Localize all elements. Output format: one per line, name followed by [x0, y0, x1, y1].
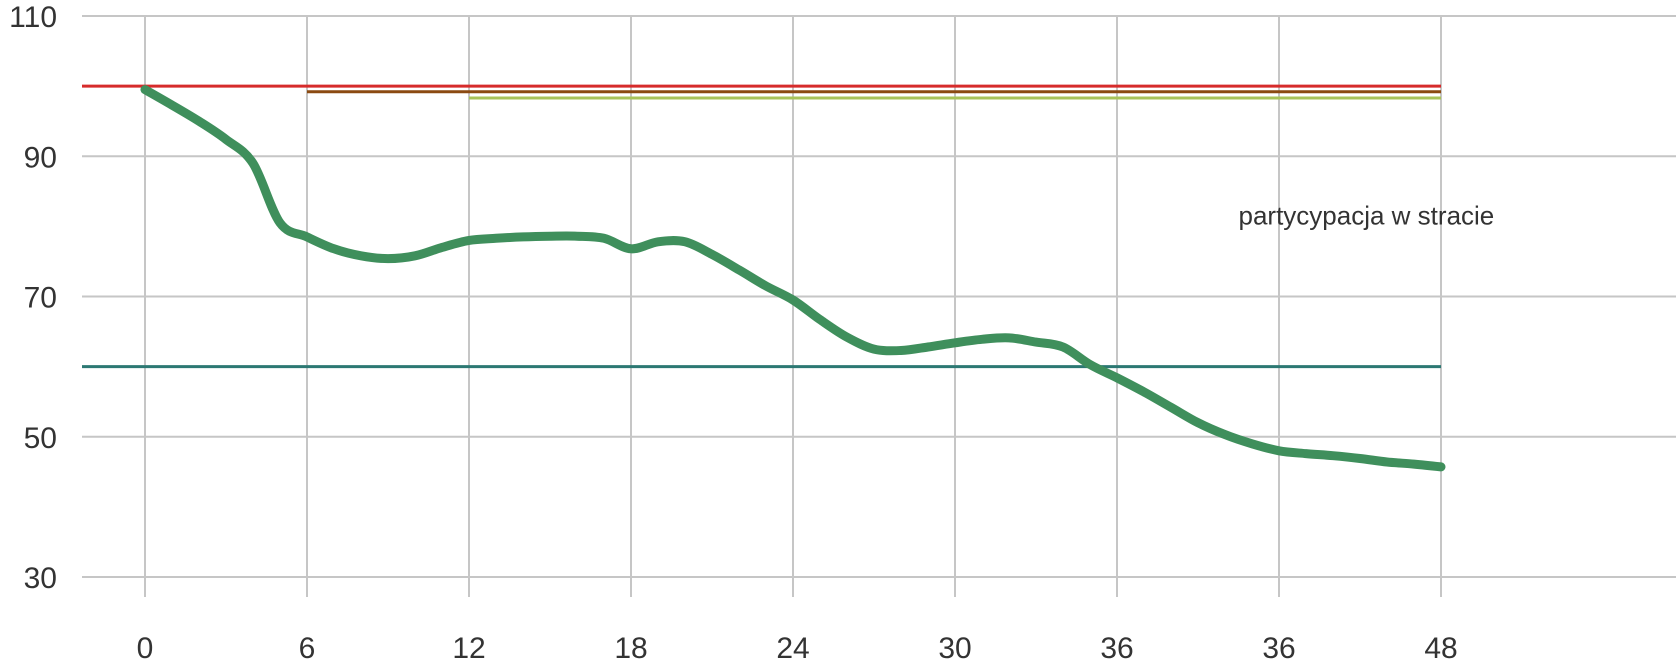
x-tick-label: 36	[1100, 632, 1133, 659]
y-axis-ticks: 30 50 70 90 110	[9, 1, 57, 595]
x-tick-label: 18	[614, 632, 647, 659]
series-line-0	[140, 85, 1446, 472]
series	[140, 85, 1446, 472]
reference-lines	[82, 84, 1441, 369]
y-tick-label: 50	[24, 422, 57, 455]
annotations: partycypacja w stracie	[1239, 200, 1495, 230]
x-tick-label: 12	[452, 632, 485, 659]
x-tick-label: 48	[1424, 632, 1457, 659]
y-tick-label: 70	[24, 282, 57, 315]
y-tick-label: 90	[24, 141, 57, 174]
grid	[82, 15, 1676, 597]
y-tick-label: 110	[9, 1, 57, 34]
x-tick-label: 6	[299, 632, 316, 659]
x-axis-ticks: 0 6 12 18 24 30 36 36 48	[137, 632, 1458, 659]
x-tick-label: 36	[1262, 632, 1295, 659]
x-tick-label: 30	[938, 632, 971, 659]
chart-annotation: partycypacja w stracie	[1239, 200, 1495, 230]
x-tick-label: 0	[137, 632, 154, 659]
x-tick-label: 24	[776, 632, 809, 659]
y-tick-label: 30	[24, 562, 57, 595]
